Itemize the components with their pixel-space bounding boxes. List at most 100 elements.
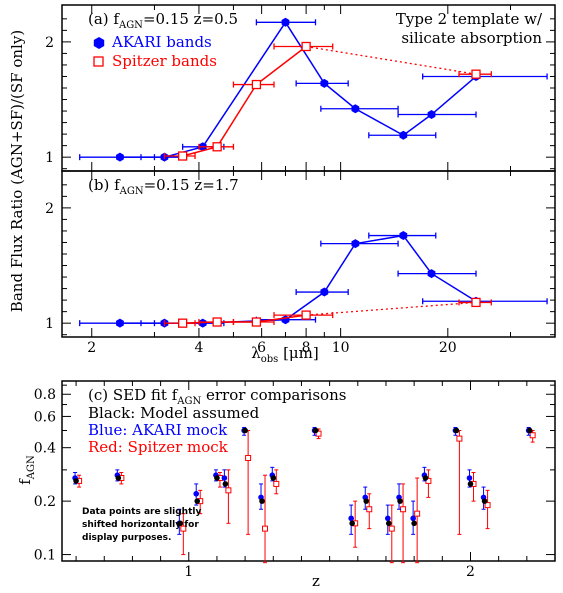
c-model-point xyxy=(349,520,355,527)
y-tick-label: 2 xyxy=(45,35,54,51)
panel-c-title-sub: AGN xyxy=(176,396,201,407)
c-y-tick-label: 0.2 xyxy=(34,494,56,510)
akari-point xyxy=(320,287,329,297)
data-marks xyxy=(72,17,548,564)
spitzer-dotted-line xyxy=(306,301,477,316)
panel-b-title-sub: AGN xyxy=(119,186,144,197)
panel-c-note-3: display purposes. xyxy=(82,533,171,543)
x-tick-label: 8 xyxy=(302,340,311,356)
xlabel-sub: obs xyxy=(261,354,279,365)
legend-spitzer-label: Spitzer bands xyxy=(112,52,217,70)
c-akari-point xyxy=(384,515,391,522)
c-akari-point xyxy=(410,515,416,522)
y-tick-label: 1 xyxy=(45,316,54,332)
panel-c-title-prefix: (c) SED fit f xyxy=(88,386,179,404)
panel-a-annotation-1: Type 2 template w/ xyxy=(396,10,543,28)
akari-point xyxy=(351,239,360,249)
spitzer-point xyxy=(177,318,188,328)
c-y-tick-label: 0.8 xyxy=(34,387,56,403)
panel-c-legend-red: Red: Spitzer mock xyxy=(88,438,229,456)
panel-a-annotation-2: silicate absorption xyxy=(401,29,542,47)
panel-b-title-rest: =0.15 z=1.7 xyxy=(144,176,239,194)
c-model-point xyxy=(411,520,417,527)
c-model-point xyxy=(259,498,265,504)
c-spitzer-point xyxy=(388,525,395,532)
spitzer-point xyxy=(212,317,222,327)
c-akari-point xyxy=(193,490,200,497)
akari-point xyxy=(351,104,360,114)
akari-point xyxy=(116,152,124,162)
akari-point xyxy=(427,110,436,120)
c-spitzer-point xyxy=(273,480,280,487)
akari-point xyxy=(399,130,408,140)
c-model-point xyxy=(270,475,277,481)
c-model-point xyxy=(526,427,533,434)
panel-c-ylabel-main: f xyxy=(16,478,34,485)
spitzer-point xyxy=(212,142,222,152)
spitzer-point xyxy=(301,310,311,320)
panel-a-title-sub: AGN xyxy=(118,20,143,31)
akari-point xyxy=(281,17,290,27)
axis-ticks: 1 2 1 2 2 4 6 8 10 20 1 2 0.1 0.2 0.4 0.6 0.8 xyxy=(34,5,555,580)
spitzer-line xyxy=(182,45,307,157)
c-model-point xyxy=(73,478,79,484)
x-tick-label: 2 xyxy=(87,340,96,356)
c-spitzer-point xyxy=(400,506,407,513)
panel-b-title-prefix: (b) f xyxy=(88,176,121,194)
c-model-point xyxy=(397,498,403,504)
panel-c-note-2: shifted horizontally for xyxy=(82,520,199,530)
c-spitzer-point xyxy=(366,506,373,513)
panel-a-title: (a) fAGN=0.15 z=0.5 xyxy=(88,10,238,31)
xlabel-wavelength: λobs [μm] xyxy=(251,344,319,365)
x-tick-label: 6 xyxy=(257,340,266,356)
c-akari-point xyxy=(221,475,228,481)
c-akari-point xyxy=(348,515,354,522)
shared-ylabel: Band Flux Ratio (AGN+SF)/(SF only) xyxy=(8,30,26,312)
c-model-point xyxy=(242,427,248,434)
y-tick-label: 1 xyxy=(45,150,54,166)
panel-b-title: (b) fAGN=0.15 z=1.7 xyxy=(88,176,239,197)
panel-c-ylabel-sub: AGN xyxy=(26,455,37,480)
c-y-tick-label: 0.4 xyxy=(34,441,56,457)
panel-c-note-1: Data points are slightly xyxy=(82,507,201,517)
x-tick-label: 4 xyxy=(194,340,203,356)
y-tick-label: 2 xyxy=(45,201,54,217)
xlabel-main: λ xyxy=(251,344,261,362)
akari-point xyxy=(399,231,408,241)
spitzer-point xyxy=(251,79,262,90)
c-model-point xyxy=(467,481,474,487)
spitzer-point xyxy=(251,317,262,327)
c-x-tick-label: 2 xyxy=(466,564,475,580)
c-model-point xyxy=(422,475,429,481)
panel-c-frame xyxy=(61,380,556,562)
c-model-point xyxy=(222,481,229,487)
c-x-tick-label: 1 xyxy=(184,564,193,580)
legend-akari-marker xyxy=(93,37,105,49)
c-y-tick-label: 0.6 xyxy=(34,409,56,425)
c-y-tick-label: 0.1 xyxy=(34,548,56,564)
panel-c-legend-black: Black: Model assumed xyxy=(88,404,260,422)
c-spitzer-point xyxy=(315,430,322,437)
c-spitzer-point xyxy=(414,510,421,517)
panel-c-title: (c) SED fit fAGN error comparisons xyxy=(88,386,346,407)
panel-c-legend-blue: Blue: AKARI mock xyxy=(88,421,228,439)
akari-point xyxy=(116,318,124,328)
c-spitzer-point xyxy=(484,502,491,509)
legend-akari-label: AKARI bands xyxy=(111,33,212,51)
panel-a-title-prefix: (a) f xyxy=(88,10,120,28)
c-model-point xyxy=(312,427,319,434)
spitzer-point xyxy=(177,151,188,161)
spitzer-dotted-line xyxy=(306,45,477,75)
c-model-point xyxy=(194,498,201,504)
c-model-point xyxy=(177,520,184,527)
c-spitzer-point xyxy=(529,432,536,439)
x-tick-label: 10 xyxy=(332,340,350,356)
spitzer-point xyxy=(471,69,481,79)
panel-c-title-rest: error comparisons xyxy=(201,386,346,404)
c-model-point xyxy=(453,427,460,434)
c-model-point xyxy=(214,475,220,481)
akari-line xyxy=(119,234,477,324)
c-spitzer-point xyxy=(456,435,463,442)
c-spitzer-point xyxy=(180,525,187,532)
c-spitzer-point xyxy=(262,525,269,532)
